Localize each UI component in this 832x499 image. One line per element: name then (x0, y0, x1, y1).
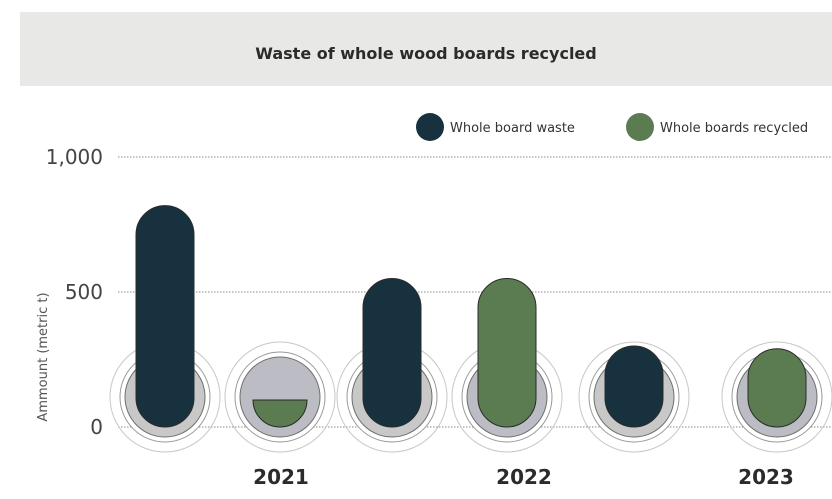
disc-outer-ring (578, 341, 690, 453)
legend-label: Whole board waste (450, 121, 575, 136)
legend-swatch (416, 113, 444, 141)
y-tick-label: 1,000 (46, 145, 103, 169)
bar (252, 399, 308, 428)
title-band (20, 12, 832, 86)
bars (109, 205, 832, 453)
bar (604, 345, 664, 428)
x-tick-label: 2021 (253, 465, 309, 489)
disc-outer-ring (224, 341, 336, 453)
y-axis-ticks: 0 500 1,000 (46, 145, 103, 439)
y-tick-label: 0 (90, 415, 103, 439)
legend-swatch (626, 113, 654, 141)
bar (362, 278, 422, 428)
chart-title: Waste of whole wood boards recycled (255, 44, 597, 63)
legend: Whole board waste Whole boards recycled (416, 113, 808, 141)
bar (747, 348, 807, 428)
x-tick-label: 2023 (738, 465, 794, 489)
bar (135, 205, 195, 428)
disc-outer-ring (721, 341, 832, 453)
x-axis-ticks: 2021 2022 2023 (253, 465, 794, 489)
bar (477, 278, 537, 428)
y-axis-label: Ammount (metric t) (36, 292, 51, 421)
y-tick-label: 500 (65, 280, 103, 304)
x-tick-label: 2022 (496, 465, 552, 489)
legend-label: Whole boards recycled (660, 121, 808, 136)
